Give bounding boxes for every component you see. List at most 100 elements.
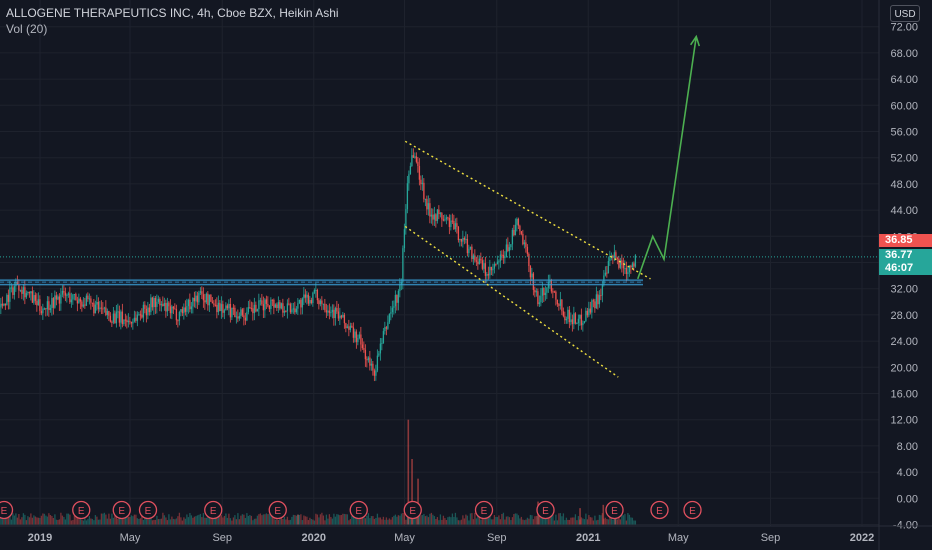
volume-bar <box>532 519 535 525</box>
volume-bar <box>319 514 322 525</box>
volume-bar <box>63 516 65 525</box>
candle-body <box>477 261 479 265</box>
candle-body <box>292 308 295 310</box>
volume-bar <box>573 517 575 525</box>
candle-body <box>204 300 206 303</box>
volume-bar <box>189 513 191 525</box>
candle-body <box>622 264 625 269</box>
candle-body <box>258 300 260 310</box>
volume-bar <box>90 518 92 525</box>
volume-bar <box>414 515 416 525</box>
volume-bar <box>570 517 572 525</box>
earnings-label: E <box>118 506 125 517</box>
candle-body <box>244 317 247 321</box>
candle-body <box>90 298 92 303</box>
volume-bar <box>558 513 560 525</box>
volume-bar <box>484 514 487 525</box>
volume-bar <box>124 516 127 525</box>
volume-bar <box>529 514 532 525</box>
volume-bar <box>136 518 139 525</box>
candle-body <box>334 308 337 319</box>
symbol-title[interactable]: ALLOGENE THERAPEUTICS INC, 4h, Cboe BZX,… <box>6 6 339 20</box>
volume-bar <box>346 514 349 525</box>
price-tick-label: 52.00 <box>890 153 918 165</box>
time-axis[interactable]: 2019 May Sep 2020 May Sep 2021 May Sep 2022 <box>0 525 932 544</box>
volume-bar <box>64 519 67 525</box>
volume-bar <box>564 520 566 525</box>
volume-bar <box>583 519 586 525</box>
candle-body <box>390 312 392 314</box>
candle-body <box>303 294 305 299</box>
candle-body <box>480 258 482 261</box>
volume-bar <box>123 515 125 525</box>
candle-body <box>319 300 322 305</box>
earnings-label: E <box>481 506 488 517</box>
candle-body <box>300 299 302 308</box>
volume-bar <box>421 515 424 525</box>
volume-bar <box>418 515 421 525</box>
earnings-circle <box>72 500 91 520</box>
time-tick-label: 2020 <box>302 532 326 544</box>
candle-body <box>504 257 506 259</box>
price-axis[interactable]: -4.000.004.008.0012.0016.0020.0024.0028.… <box>878 0 932 550</box>
candle-body <box>159 298 161 306</box>
volume-bar <box>457 520 460 525</box>
volume-bar <box>204 517 206 525</box>
volume-bar <box>70 520 73 525</box>
candle-body <box>157 298 160 302</box>
volume-bar <box>186 514 188 525</box>
volume-bar <box>580 517 583 525</box>
volume-bar <box>165 517 167 525</box>
volume-bar <box>75 514 77 525</box>
currency-button[interactable]: USD <box>890 5 920 22</box>
volume-bar <box>343 513 346 525</box>
volume-bar <box>108 513 110 525</box>
candle-body <box>184 307 187 312</box>
volume-bar <box>40 515 43 525</box>
volume-bar <box>73 515 76 525</box>
volume-bar <box>78 513 80 525</box>
candle-body <box>420 179 422 185</box>
volume-indicator-label[interactable]: Vol (20) <box>6 22 48 36</box>
volume-bar <box>111 513 113 525</box>
candle-body <box>609 258 611 262</box>
candle-body <box>634 255 637 267</box>
candle-body <box>15 282 17 287</box>
price-tick-label: 4.00 <box>897 467 918 479</box>
earnings-label: E <box>656 506 663 517</box>
volume-bar <box>42 513 44 525</box>
candle-body <box>148 307 151 313</box>
volume-bar <box>150 514 152 525</box>
earnings-label: E <box>274 506 281 517</box>
volume-bar <box>175 518 178 525</box>
candle-body <box>405 209 407 230</box>
volume-bar <box>519 518 521 525</box>
volume-bar <box>384 519 386 525</box>
candle-body <box>165 302 167 312</box>
candle-body <box>465 238 467 240</box>
candle-body <box>13 286 16 295</box>
volume-bar <box>540 517 542 525</box>
candle-body <box>100 307 103 309</box>
volume-bar <box>306 516 308 525</box>
volume-bar <box>360 516 362 525</box>
volume-bar <box>463 518 466 525</box>
volume-bar <box>334 516 337 525</box>
candle-body <box>565 318 568 321</box>
time-tick-label: Sep <box>487 532 507 544</box>
volume-bar <box>69 514 71 525</box>
volume-bar <box>528 518 530 525</box>
volume-bar <box>87 519 89 525</box>
candle-body <box>537 291 539 305</box>
candle-body <box>270 299 272 309</box>
candle-body <box>34 295 37 301</box>
candle-body <box>444 219 446 221</box>
candle-body <box>541 287 544 296</box>
candle-body <box>106 311 109 315</box>
candle-body <box>67 293 70 295</box>
volume-bar <box>487 513 490 525</box>
earnings-circle <box>403 500 422 520</box>
candle-body <box>25 293 28 298</box>
